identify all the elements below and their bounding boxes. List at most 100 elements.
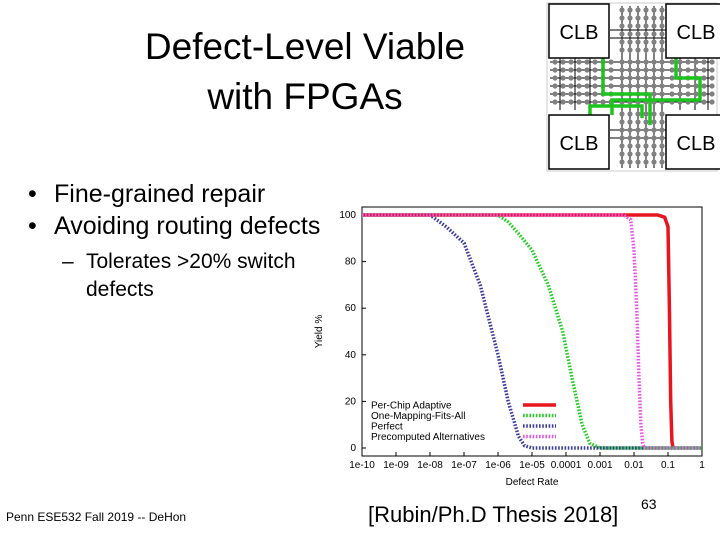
switch-point [619,47,625,53]
switch-point [643,59,649,65]
x-tick-label: 0.001 [587,460,612,471]
switch-point [568,99,574,105]
switch-point [651,91,657,97]
switch-point [659,119,665,125]
switch-point [709,75,715,81]
switch-point [635,159,641,165]
switch-point [627,119,633,125]
switch-point [584,91,590,97]
series-line [362,213,702,450]
switch-point [576,99,582,105]
switch-point [651,111,657,117]
switch-point [701,59,707,65]
switch-point [701,99,707,105]
y-tick-label: 80 [345,257,357,268]
switch-point [552,67,558,73]
title-line-1: Defect-Level Viable [144,26,466,67]
switch-point [651,7,657,13]
switch-point [627,7,633,13]
switch-point [651,59,657,65]
switch-point [608,83,614,89]
switch-point [568,59,574,65]
switch-point [693,59,699,65]
switch-point [584,83,590,89]
x-axis-label: Defect Rate [506,477,559,488]
switch-point [627,135,633,141]
switch-point [635,47,641,53]
switch-point [560,83,566,89]
switch-point [627,159,633,165]
clb-block [548,3,610,59]
x-tick-label: 1e-09 [383,460,409,471]
switch-point [592,67,598,73]
switch-point [619,151,625,157]
switch-point [560,59,566,65]
switch-point [627,39,633,45]
switch-point [576,75,582,81]
switch-point [627,47,633,53]
switch-point [592,75,598,81]
switch-point [701,91,707,97]
switch-point [635,119,641,125]
legend-label: One-Mapping-Fits-All [371,411,465,422]
switch-point [619,111,625,117]
y-tick-label: 100 [339,210,356,221]
series-line [362,213,702,450]
clb-label: CLB [560,133,599,155]
switch-point [659,83,665,89]
clb-label: CLB [677,22,716,44]
switch-point [659,159,665,165]
switch-point [619,83,625,89]
switch-point [651,67,657,73]
footer-text: Penn ESE532 Fall 2019 -- DeHon [6,510,187,524]
switch-point [651,39,657,45]
switch-point [619,39,625,45]
sub-bullet-text: Tolerates >20% switch defects [86,250,296,301]
switch-point [576,91,582,97]
switch-point [701,83,707,89]
switch-point [619,23,625,29]
switch-point [552,83,558,89]
y-tick-label: 0 [350,443,356,454]
switch-point [643,15,649,21]
switch-point [619,127,625,133]
switch-point [635,135,641,141]
switch-point [643,47,649,53]
switch-point [701,75,707,81]
switch-point [677,67,683,73]
routed-net [610,48,702,115]
switch-point [669,67,675,73]
switch-point [659,39,665,45]
switch-point [659,59,665,65]
switch-point [584,67,590,73]
switch-point [709,67,715,73]
switch-point [693,67,699,73]
switch-point [568,75,574,81]
switch-point [568,83,574,89]
sub-bullet-dash: – [62,250,74,273]
switch-point [659,151,665,157]
switch-point [651,127,657,133]
switch-point [635,31,641,37]
switch-point [619,59,625,65]
switch-point [635,127,641,133]
clb-block [548,114,610,170]
switch-point [627,143,633,149]
switch-point [627,15,633,21]
switch-point [584,75,590,81]
x-tick-label: 1e-06 [485,460,511,471]
switch-point [659,15,665,21]
switch-point [651,15,657,21]
routed-net [601,50,652,125]
switch-point [608,59,614,65]
switch-point [576,67,582,73]
switch-point [627,23,633,29]
clb-label: CLB [677,133,716,155]
switch-point [643,39,649,45]
switch-point [560,67,566,73]
slide-title: Defect-Level Viable with FPGAs [100,22,510,122]
switch-point [584,99,590,105]
switch-point [635,151,641,157]
switch-point [635,59,641,65]
